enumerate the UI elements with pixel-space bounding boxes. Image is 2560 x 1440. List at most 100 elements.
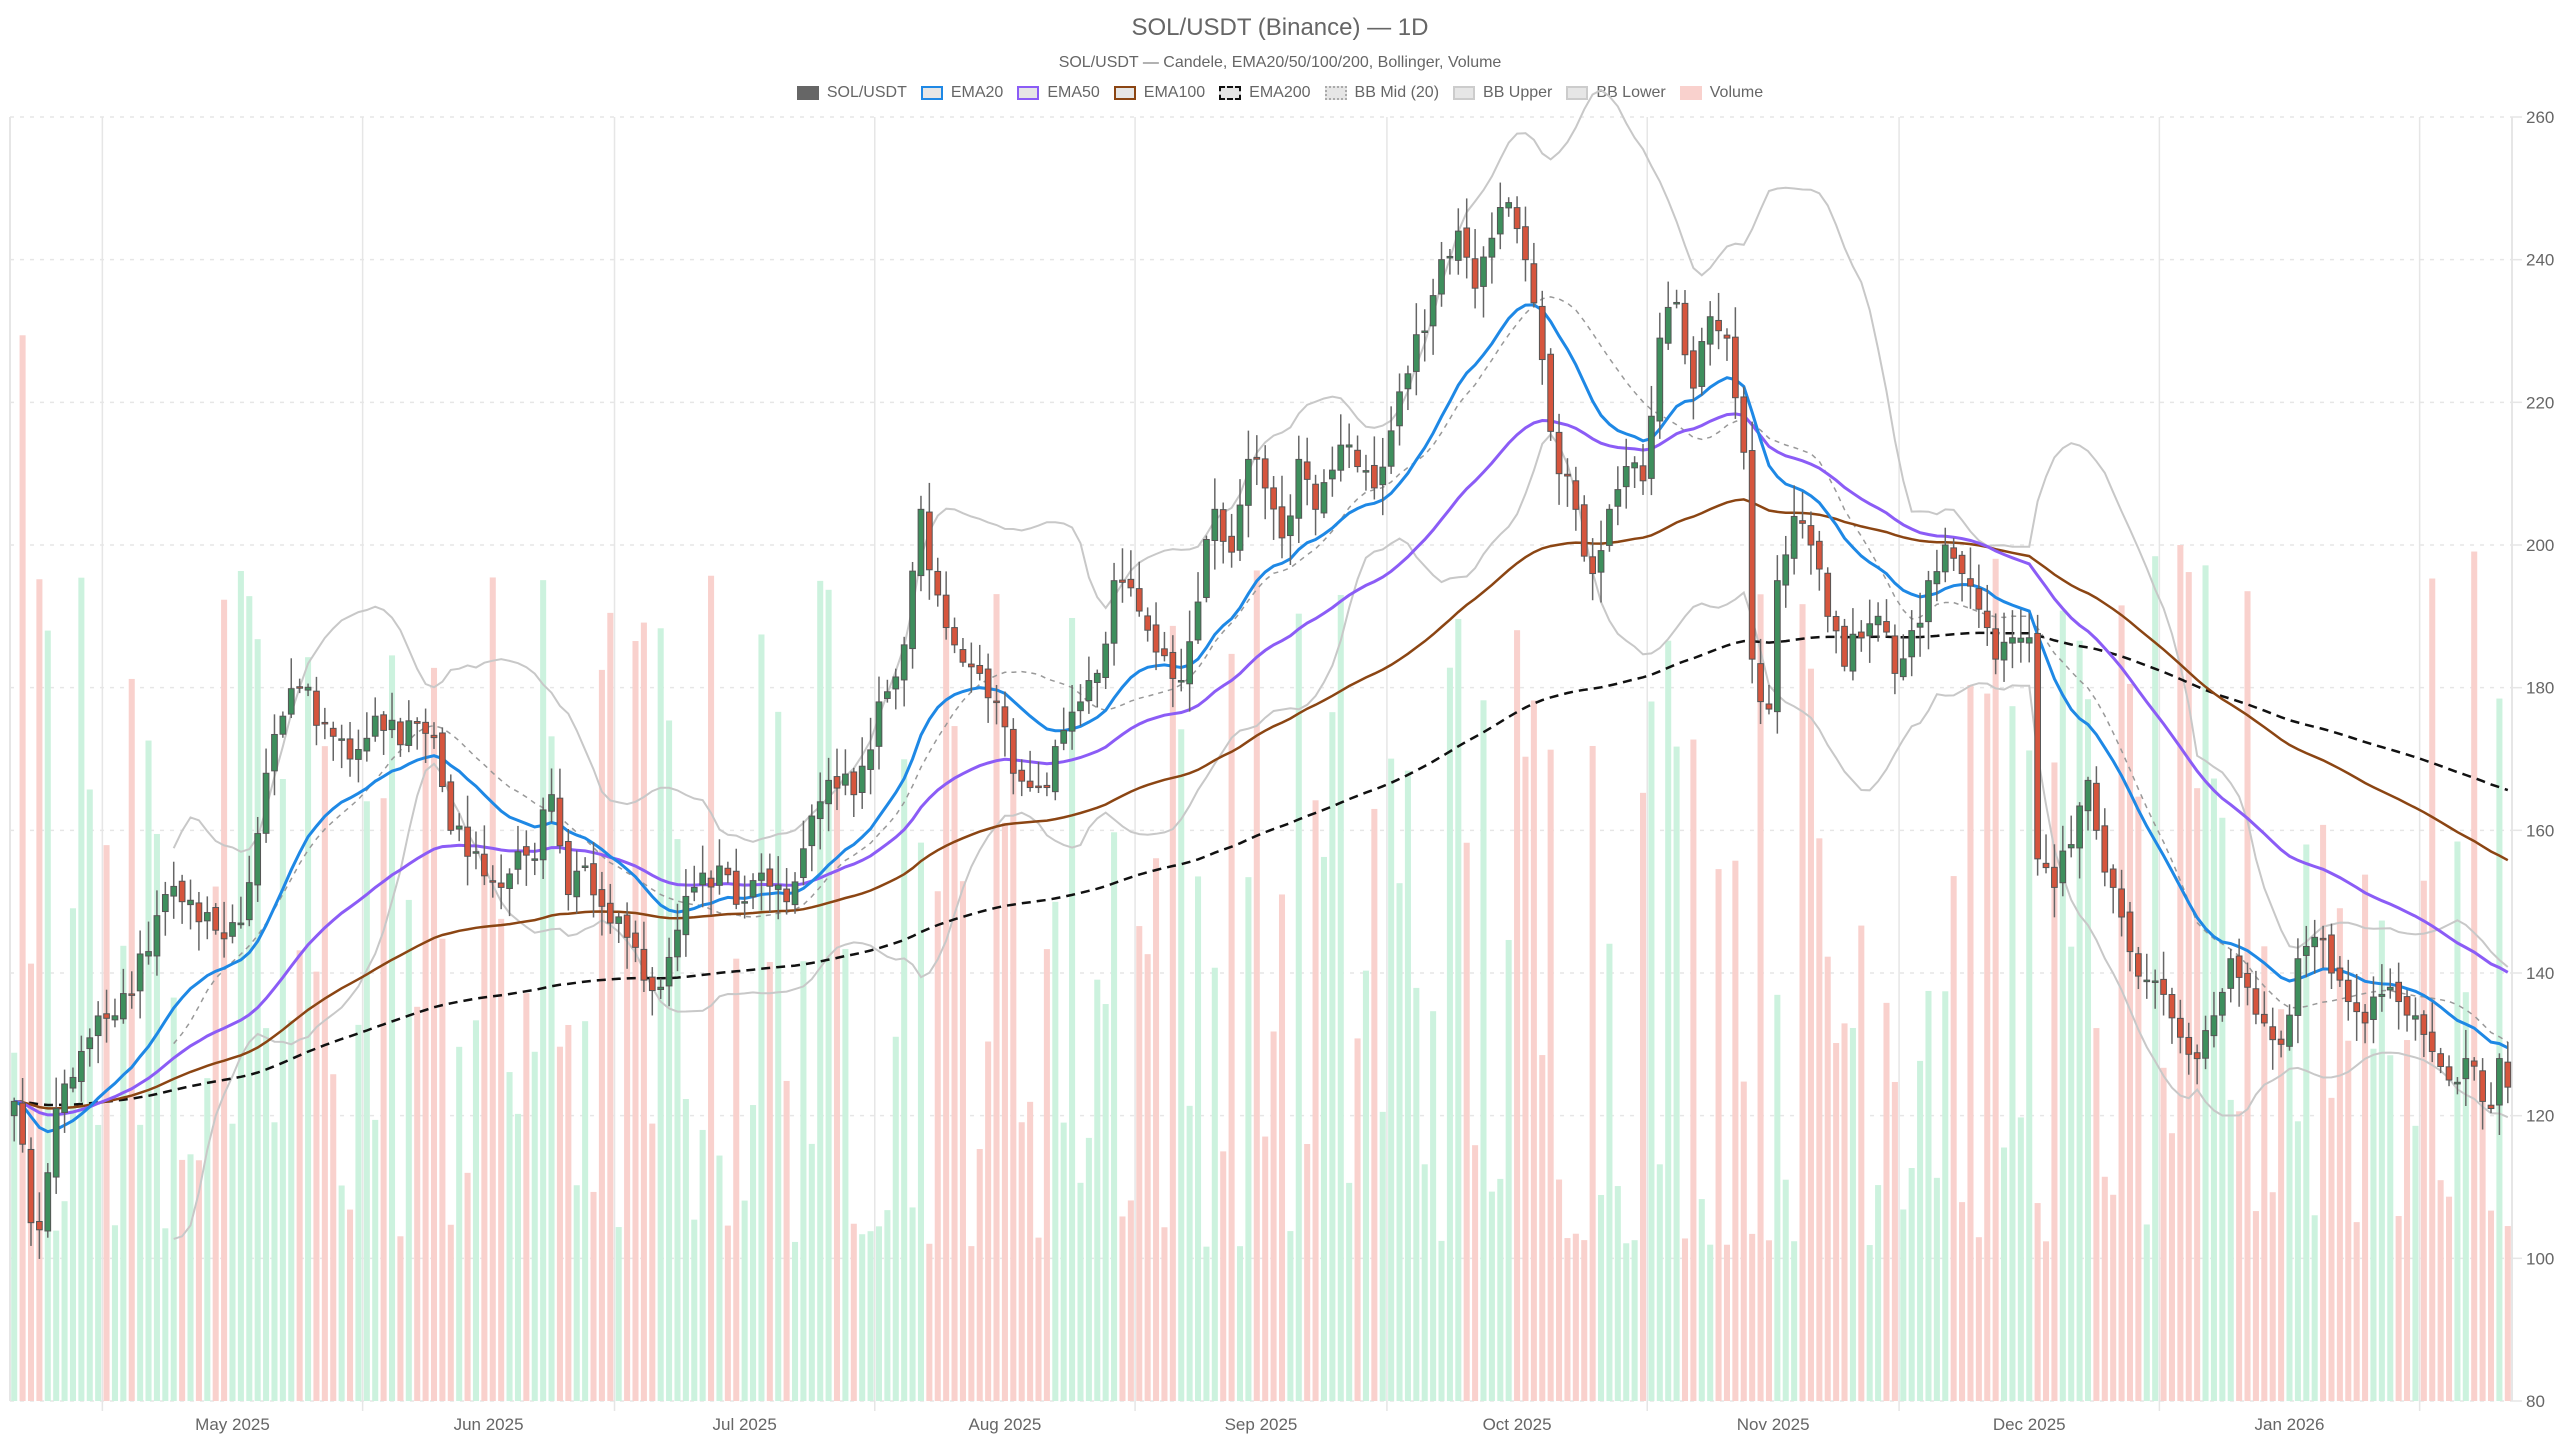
volume-bar [1379, 1111, 1386, 1401]
candle [1001, 691, 1009, 757]
volume-bar [1102, 1004, 1109, 1401]
volume-bar [1396, 883, 1403, 1401]
candle [1144, 607, 1152, 642]
candle [1412, 303, 1420, 396]
candle [237, 896, 245, 929]
volume-bar [2110, 1194, 2117, 1401]
volume-bar [355, 1024, 362, 1401]
candle [2269, 1007, 2277, 1070]
candle [1706, 301, 1714, 366]
volume-bar [1849, 1027, 1856, 1401]
candle [10, 1097, 18, 1142]
volume-bar [691, 1219, 698, 1401]
volume-bar [1018, 1122, 1025, 1401]
volume-bar [1917, 1060, 1924, 1401]
volume-bar [1623, 1243, 1630, 1401]
volume-bar [246, 596, 253, 1401]
volume-bar [1774, 994, 1781, 1401]
volume-bar [61, 1201, 68, 1401]
volume-bar [2278, 1009, 2285, 1401]
legend-swatch [1113, 86, 1136, 100]
candle [1857, 620, 1865, 652]
ema20-line [13, 303, 2509, 1134]
candle [1580, 495, 1588, 562]
candle [287, 658, 295, 719]
volume-bar [766, 962, 773, 1401]
candle [648, 967, 656, 1016]
volume-bar [1866, 1245, 1873, 1401]
legend-item-ema50[interactable]: EMA50 [1017, 84, 1100, 102]
bb-upper-line [172, 88, 2509, 968]
x-tick-label: Nov 2025 [1737, 1415, 1810, 1434]
grid-lines [9, 116, 2513, 1411]
volume-bar [1362, 970, 1369, 1401]
candle [783, 868, 790, 915]
volume-bar [372, 1119, 379, 1401]
volume-bar [271, 1122, 278, 1401]
candle [371, 697, 379, 742]
candle [346, 721, 354, 777]
legend-item-ema100[interactable]: EMA100 [1113, 84, 1205, 102]
candle [1631, 456, 1638, 489]
volume-bar [53, 1230, 60, 1401]
candle [161, 881, 169, 936]
volume-bar [145, 740, 152, 1401]
candle [2504, 1041, 2512, 1104]
legend-item-sol-usdt[interactable]: SOL/USDT [796, 84, 907, 102]
volume-bar [607, 612, 614, 1401]
candle [1698, 327, 1706, 396]
volume-bar [1606, 943, 1613, 1401]
volume-bar [2269, 1192, 2276, 1401]
volume-bar [1740, 1081, 1747, 1401]
legend-item-volume[interactable]: Volume [1679, 84, 1763, 102]
legend-item-ema200[interactable]: EMA200 [1219, 84, 1311, 102]
volume-bar [1891, 1081, 1898, 1401]
candle [405, 700, 413, 753]
candle [690, 865, 698, 902]
volume-bar [833, 778, 841, 1401]
legend-item-ema20[interactable]: EMA20 [920, 84, 1003, 102]
volume-bar [2168, 1133, 2175, 1401]
volume-bar [1791, 1241, 1798, 1401]
volume-bar [2320, 824, 2327, 1401]
candle [993, 684, 1000, 725]
volume-bar [2311, 1215, 2318, 1401]
volume-bar [1178, 729, 1185, 1401]
candle [2042, 834, 2050, 874]
volume-bar [968, 1246, 975, 1401]
candle [1287, 494, 1294, 565]
candle [1564, 458, 1571, 507]
volume-bar [2202, 565, 2209, 1401]
volume-bar [817, 580, 824, 1401]
candle [271, 714, 278, 796]
volume-bar [1639, 792, 1647, 1401]
volume-bar [875, 1226, 883, 1401]
volume-bar [615, 1227, 622, 1401]
volume-bar [36, 579, 43, 1401]
candle [2302, 925, 2310, 978]
volume-bar [1035, 1237, 1042, 1401]
candle [2017, 609, 2025, 663]
volume-bar [1732, 860, 1739, 1401]
candle [489, 865, 497, 898]
candle [2328, 923, 2335, 990]
candle [1102, 631, 1110, 690]
volume-bar [1111, 832, 1118, 1401]
volume-bar [1723, 1244, 1730, 1401]
candle [19, 1078, 26, 1153]
volume-bar [1278, 894, 1286, 1401]
legend-item-bb-lower[interactable]: BB Lower [1566, 84, 1666, 102]
volume-bar [1472, 1145, 1479, 1401]
candle [1379, 437, 1387, 516]
legend-item-bb-mid-20[interactable]: BB Mid (20) [1324, 84, 1439, 102]
volume-bar [1598, 1194, 1605, 1401]
candle [674, 903, 681, 972]
volume-bar [2084, 699, 2092, 1401]
volume-bar [548, 736, 555, 1401]
legend-item-bb-upper[interactable]: BB Upper [1453, 84, 1552, 102]
volume-bar [2353, 1222, 2360, 1401]
candle [119, 968, 127, 1024]
candle [1757, 638, 1764, 725]
volume-bar [959, 881, 966, 1401]
